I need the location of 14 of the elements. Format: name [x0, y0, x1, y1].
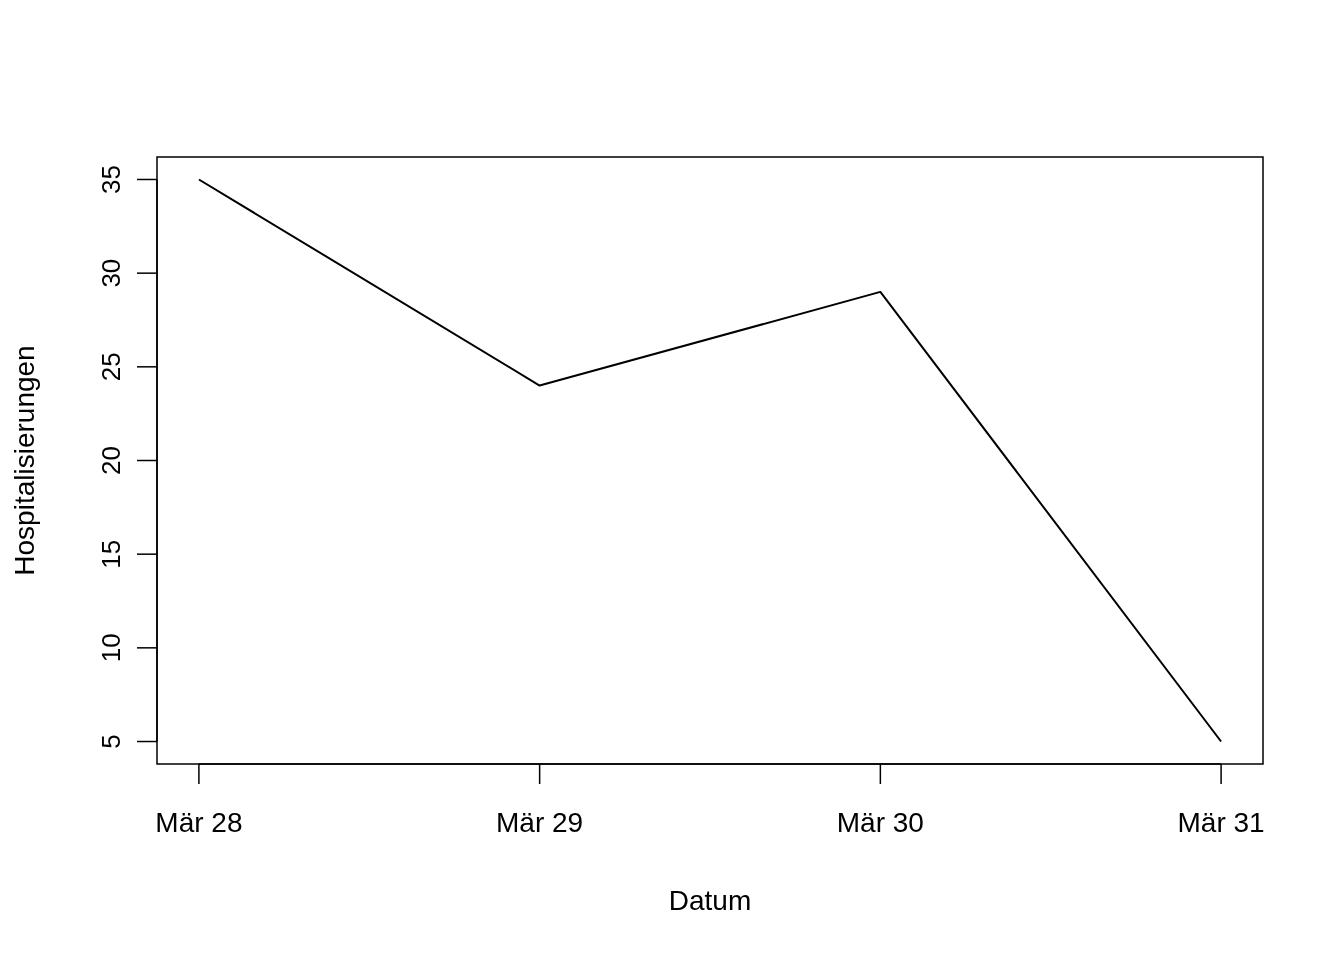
y-tick-label: 10: [95, 633, 126, 663]
y-tick-label: 5: [95, 734, 126, 749]
y-axis-title: Hospitalisierungen: [9, 345, 40, 576]
line-series: [197, 178, 1223, 743]
y-tick-label: 25: [95, 352, 126, 382]
x-tick-label: Mär 30: [836, 807, 924, 838]
x-tick-label: Mär 29: [496, 807, 584, 838]
y-tick-label: 20: [95, 446, 126, 475]
y-tick-label: 15: [95, 539, 126, 569]
x-tick-label: Mär 28: [155, 807, 243, 838]
x-tick-label: Mär 31: [1177, 807, 1265, 838]
x-axis-title: Datum: [668, 885, 752, 916]
y-tick-label: 30: [95, 258, 126, 288]
y-tick-label: 35: [95, 165, 126, 194]
